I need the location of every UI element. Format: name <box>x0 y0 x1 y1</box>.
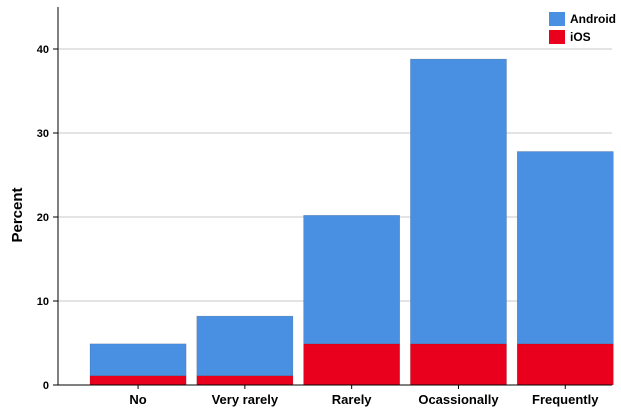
x-category-label: Frequently <box>532 392 599 407</box>
y-tick-label: 30 <box>37 128 49 140</box>
y-tick-label: 40 <box>37 44 49 56</box>
y-tick-labels: 0 10 20 30 40 <box>37 44 49 392</box>
legend-label-android: Android <box>570 12 616 26</box>
bar-ios-frequently <box>516 343 614 386</box>
y-axis-title: Percent <box>9 187 26 242</box>
legend: Android iOS <box>549 12 616 44</box>
bar-android-very-rarely <box>196 315 294 377</box>
bar-ios-ocassionally <box>410 343 507 386</box>
x-category-labels: No Very rarely Rarely Ocassionally Frequentl… <box>129 392 599 407</box>
x-category-label: Rarely <box>332 392 373 407</box>
legend-swatch-android <box>549 12 565 26</box>
bar-ios-very-rarely <box>196 375 294 386</box>
bar-android-rarely <box>303 215 400 345</box>
x-category-label: No <box>129 392 146 407</box>
legend-label-ios: iOS <box>570 30 591 44</box>
bar-android-no <box>89 343 187 377</box>
bars <box>89 58 614 386</box>
y-tick-label: 0 <box>43 380 49 392</box>
bar-android-ocassionally <box>410 58 507 345</box>
axes <box>53 7 612 389</box>
x-category-label: Very rarely <box>212 392 279 407</box>
legend-swatch-ios <box>549 30 565 44</box>
bar-android-frequently <box>516 151 614 345</box>
x-category-label: Ocassionally <box>418 392 499 407</box>
y-tick-label: 20 <box>37 212 49 224</box>
bar-ios-no <box>89 375 187 386</box>
bar-ios-rarely <box>303 343 400 386</box>
y-tick-label: 10 <box>37 296 49 308</box>
